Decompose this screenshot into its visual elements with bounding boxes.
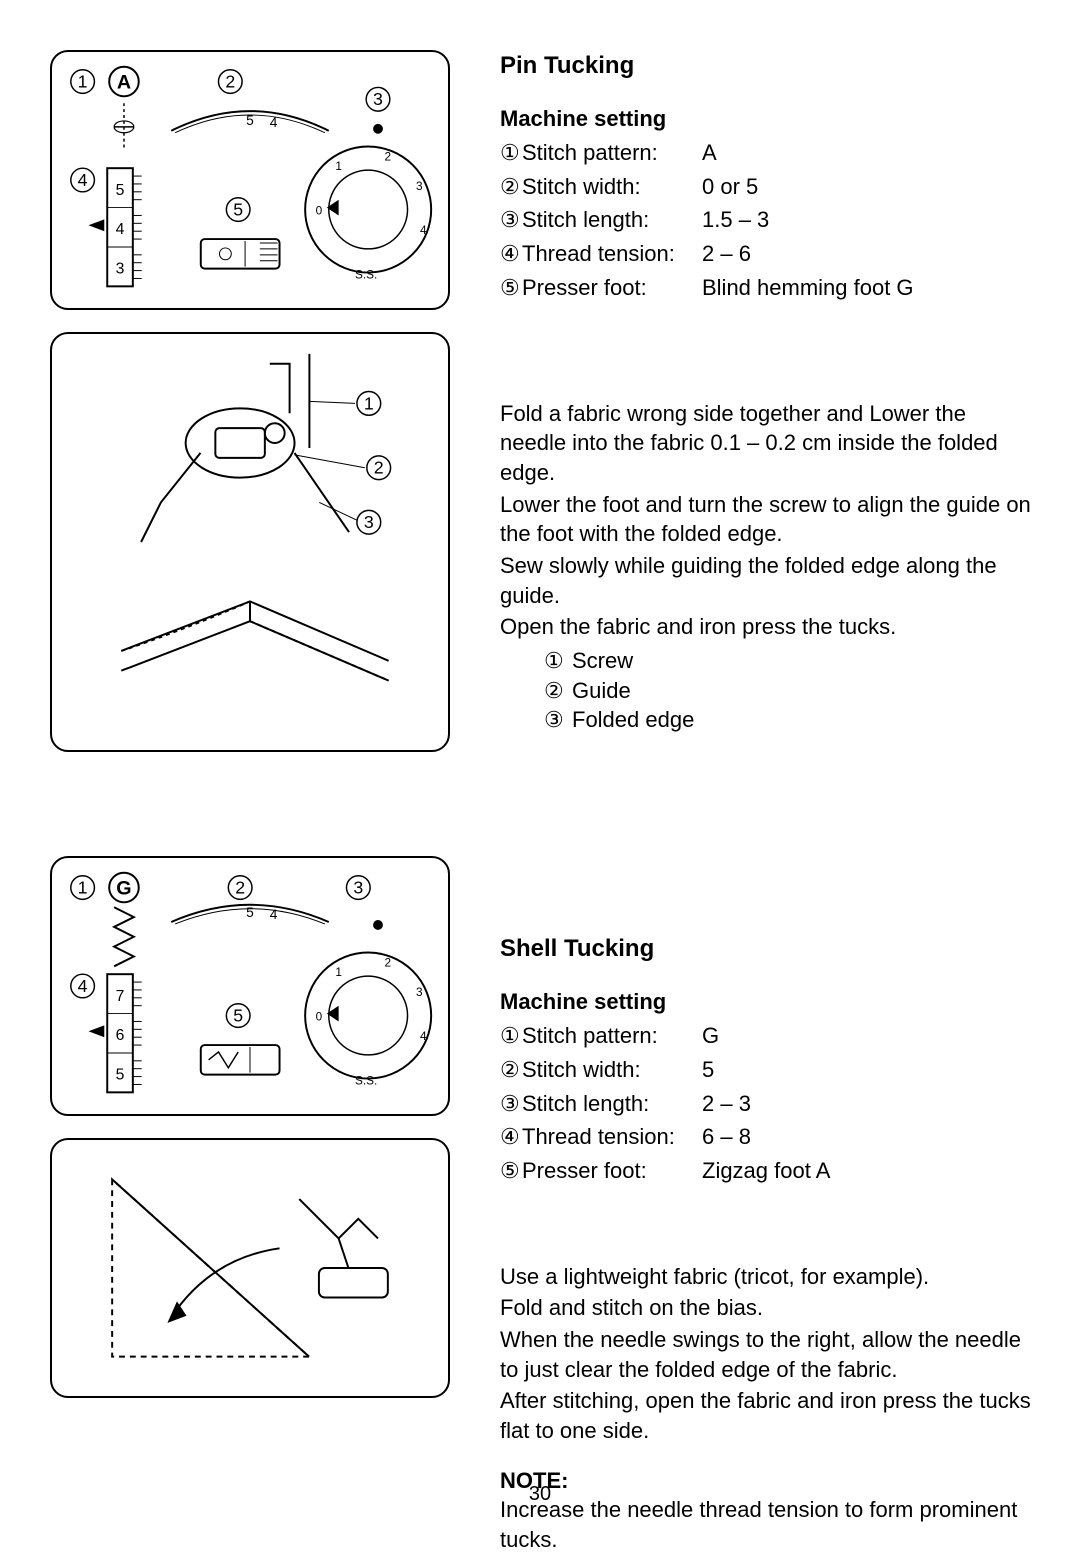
setting-num: ⑤	[500, 1156, 522, 1186]
svg-text:2: 2	[225, 71, 235, 91]
setting-label: Stitch width:	[522, 1055, 702, 1085]
svg-text:4: 4	[116, 221, 125, 238]
page-number: 30	[0, 1481, 1080, 1508]
diagram-pin-tucking-settings: 1 2 3 4 5 A	[50, 50, 450, 310]
svg-text:3: 3	[364, 512, 374, 532]
callout-label: Guide	[572, 676, 631, 706]
svg-text:4: 4	[270, 907, 278, 922]
svg-text:4: 4	[420, 223, 427, 237]
body-text: Fold and stitch on the bias.	[500, 1293, 1036, 1323]
right-column: Pin Tucking Machine setting ① Stitch pat…	[500, 50, 1036, 1557]
setting-value: 2 – 3	[702, 1089, 1036, 1119]
machine-setting-heading: Machine setting	[500, 987, 1036, 1017]
setting-label: Presser foot:	[522, 273, 702, 303]
setting-label: Stitch length:	[522, 1089, 702, 1119]
svg-text:5: 5	[116, 1067, 125, 1084]
callout-label: Folded edge	[572, 705, 694, 735]
svg-text:0: 0	[316, 1009, 323, 1023]
body-text: Fold a fabric wrong side together and Lo…	[500, 399, 1036, 488]
setting-label: Stitch pattern:	[522, 138, 702, 168]
svg-text:2: 2	[385, 149, 392, 163]
body-text: After stitching, open the fabric and iro…	[500, 1386, 1036, 1445]
setting-value: 2 – 6	[702, 239, 1036, 269]
svg-text:S.S.: S.S.	[355, 267, 377, 281]
section-title-pin-tucking: Pin Tucking	[500, 50, 1036, 82]
left-column: 1 2 3 4 5 A	[50, 50, 470, 1557]
callout-label: Screw	[572, 646, 633, 676]
setting-num: ①	[500, 138, 522, 168]
svg-text:S.S.: S.S.	[355, 1073, 377, 1087]
setting-value: Blind hemming foot G	[702, 273, 1036, 303]
body-text: Sew slowly while guiding the folded edge…	[500, 551, 1036, 610]
setting-value: A	[702, 138, 1036, 168]
svg-text:4: 4	[420, 1029, 427, 1043]
svg-text:1: 1	[78, 877, 88, 897]
svg-text:2: 2	[374, 458, 384, 478]
setting-num: ②	[500, 172, 522, 202]
shell-tucking-settings-list: ① Stitch pattern: G ② Stitch width: 5 ③ …	[500, 1021, 1036, 1185]
svg-text:3: 3	[373, 89, 383, 109]
setting-num: ④	[500, 239, 522, 269]
diagram-letter: A	[117, 71, 131, 93]
svg-text:3: 3	[416, 985, 423, 999]
setting-num: ③	[500, 205, 522, 235]
setting-num: ④	[500, 1122, 522, 1152]
setting-value: 6 – 8	[702, 1122, 1036, 1152]
setting-num: ②	[500, 1055, 522, 1085]
svg-text:1: 1	[364, 393, 374, 413]
svg-text:5: 5	[116, 182, 125, 199]
svg-text:0: 0	[316, 203, 323, 217]
pin-tucking-settings-list: ① Stitch pattern: A ② Stitch width: 0 or…	[500, 138, 1036, 302]
svg-text:1: 1	[335, 965, 342, 979]
svg-text:6: 6	[116, 1027, 125, 1044]
body-text: Use a lightweight fabric (tricot, for ex…	[500, 1262, 1036, 1292]
svg-text:2: 2	[385, 955, 392, 969]
body-text: When the needle swings to the right, all…	[500, 1325, 1036, 1384]
svg-text:4: 4	[270, 115, 278, 130]
svg-text:4: 4	[78, 976, 88, 996]
svg-text:1: 1	[78, 71, 88, 91]
setting-value: 1.5 – 3	[702, 205, 1036, 235]
setting-num: ①	[500, 1021, 522, 1051]
setting-label: Thread tension:	[522, 1122, 702, 1152]
setting-label: Presser foot:	[522, 1156, 702, 1186]
svg-text:4: 4	[78, 170, 88, 190]
svg-text:3: 3	[416, 179, 423, 193]
svg-text:2: 2	[235, 877, 245, 897]
callout-list: ①Screw ②Guide ③Folded edge	[544, 646, 1036, 735]
setting-value: 5	[702, 1055, 1036, 1085]
setting-label: Thread tension:	[522, 239, 702, 269]
section-title-shell-tucking: Shell Tucking	[500, 933, 1036, 965]
setting-value: G	[702, 1021, 1036, 1051]
diagram-pin-tucking-technique: 1 2 3	[50, 332, 450, 752]
diagram-letter: G	[116, 877, 131, 899]
svg-text:3: 3	[353, 877, 363, 897]
diagram-shell-tucking-technique	[50, 1138, 450, 1398]
setting-num: ⑤	[500, 273, 522, 303]
svg-text:5: 5	[233, 1005, 243, 1025]
svg-text:5: 5	[246, 905, 254, 920]
svg-text:7: 7	[116, 988, 125, 1005]
svg-text:5: 5	[233, 199, 243, 219]
setting-num: ③	[500, 1089, 522, 1119]
body-text: Open the fabric and iron press the tucks…	[500, 612, 1036, 642]
setting-label: Stitch width:	[522, 172, 702, 202]
diagram-shell-tucking-settings: 1 2 3 4 5 G 5 4	[50, 856, 450, 1116]
setting-value: Zigzag foot A	[702, 1156, 1036, 1186]
body-text: Lower the foot and turn the screw to ali…	[500, 490, 1036, 549]
setting-label: Stitch length:	[522, 205, 702, 235]
svg-text:1: 1	[335, 159, 342, 173]
svg-text:3: 3	[116, 261, 125, 278]
setting-label: Stitch pattern:	[522, 1021, 702, 1051]
setting-value: 0 or 5	[702, 172, 1036, 202]
svg-text:5: 5	[246, 113, 254, 128]
machine-setting-heading: Machine setting	[500, 104, 1036, 134]
